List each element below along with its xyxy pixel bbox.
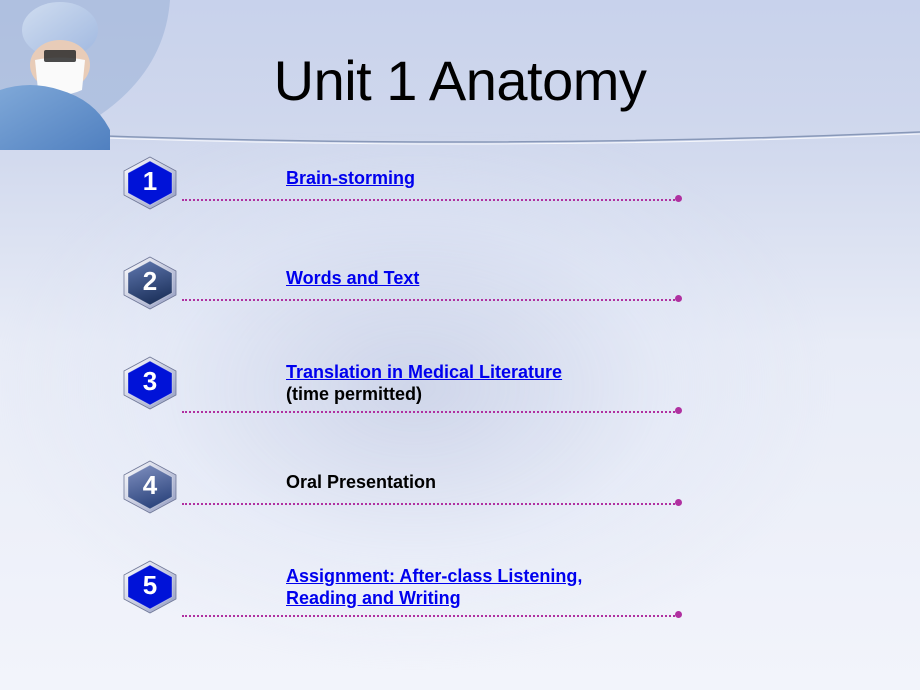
- dot-terminator: [675, 295, 682, 302]
- dotted-divider: [182, 615, 678, 617]
- page-title: Unit 1 Anatomy: [0, 48, 920, 113]
- hexagon-badge: 2: [120, 255, 180, 309]
- hexagon-badge: 5: [120, 559, 180, 613]
- dot-terminator: [675, 611, 682, 618]
- toc-text: (time permitted): [286, 384, 422, 404]
- toc-link[interactable]: Translation in Medical Literature: [286, 362, 562, 382]
- hexagon-number: 4: [120, 459, 180, 511]
- hexagon-number: 3: [120, 355, 180, 407]
- toc-label: Oral Presentation: [286, 471, 436, 493]
- toc-link[interactable]: Brain-storming: [286, 168, 415, 188]
- toc-item-1: 1 Brain-storming: [0, 155, 920, 215]
- toc-link[interactable]: Assignment: After-class Listening,: [286, 566, 582, 586]
- toc-link[interactable]: Words and Text: [286, 268, 419, 288]
- hexagon-number: 2: [120, 255, 180, 307]
- hexagon-badge: 1: [120, 155, 180, 209]
- toc-item-5: 5 Assignment: After-class Listening,Readi…: [0, 559, 920, 629]
- toc-item-3: 3 Translation in Medical Literature(time …: [0, 355, 920, 425]
- dotted-divider: [182, 199, 678, 201]
- hexagon-badge: 3: [120, 355, 180, 409]
- dot-terminator: [675, 499, 682, 506]
- dotted-divider: [182, 503, 678, 505]
- dotted-divider: [182, 411, 678, 413]
- toc-label[interactable]: Words and Text: [286, 267, 419, 289]
- toc-text: Oral Presentation: [286, 472, 436, 492]
- hexagon-number: 5: [120, 559, 180, 611]
- dot-terminator: [675, 407, 682, 414]
- toc-label[interactable]: Translation in Medical Literature(time p…: [286, 361, 562, 405]
- toc-item-4: 4 Oral Presentation: [0, 459, 920, 519]
- dot-terminator: [675, 195, 682, 202]
- dotted-divider: [182, 299, 678, 301]
- toc-label[interactable]: Brain-storming: [286, 167, 415, 189]
- hexagon-badge: 4: [120, 459, 180, 513]
- toc-label[interactable]: Assignment: After-class Listening,Readin…: [286, 565, 582, 609]
- hexagon-number: 1: [120, 155, 180, 207]
- toc-item-2: 2 Words and Text: [0, 255, 920, 315]
- toc-link[interactable]: Reading and Writing: [286, 588, 461, 608]
- toc-list: 1 Brain-storming 2 Words and Text: [0, 155, 920, 663]
